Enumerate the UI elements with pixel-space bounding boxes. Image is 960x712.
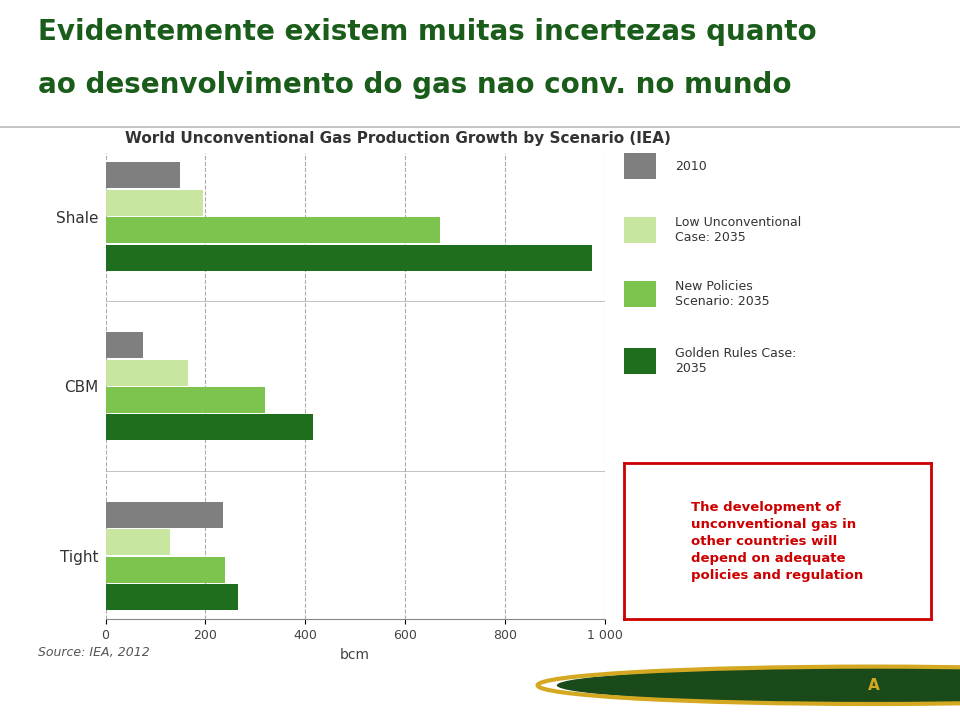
FancyBboxPatch shape — [624, 281, 656, 307]
Bar — [106, 502, 223, 528]
Circle shape — [557, 668, 960, 703]
Text: Low Unconventional
Case: 2035: Low Unconventional Case: 2035 — [675, 216, 801, 244]
Text: 2010: 2010 — [675, 159, 707, 172]
FancyBboxPatch shape — [624, 348, 656, 374]
Bar — [106, 245, 592, 271]
Bar — [106, 584, 238, 610]
Bar — [106, 557, 226, 582]
FancyBboxPatch shape — [624, 217, 656, 243]
Bar — [106, 387, 265, 413]
Text: A: A — [868, 678, 879, 693]
Bar — [106, 190, 203, 216]
FancyBboxPatch shape — [624, 153, 656, 179]
Text: New Policies
Scenario: 2035: New Policies Scenario: 2035 — [675, 281, 769, 308]
Bar — [106, 360, 188, 386]
Bar — [106, 414, 313, 441]
Text: 10: 10 — [24, 676, 49, 694]
Text: World Unconventional Gas Production Growth by Scenario (IEA): World Unconventional Gas Production Grow… — [125, 131, 671, 146]
Text: Source: IEA, 2012: Source: IEA, 2012 — [38, 646, 150, 659]
Text: Golden Rules Case:
2035: Golden Rules Case: 2035 — [675, 347, 796, 375]
Bar — [106, 332, 143, 358]
Text: The development of
unconventional gas in
other countries will
depend on adequate: The development of unconventional gas in… — [691, 501, 864, 582]
Bar — [106, 529, 171, 555]
Text: Evidentemente existem muitas incertezas quanto: Evidentemente existem muitas incertezas … — [38, 18, 817, 46]
Text: ao desenvolvimento do gas nao conv. no mundo: ao desenvolvimento do gas nao conv. no m… — [38, 71, 792, 99]
Bar — [106, 217, 440, 244]
Text: Gas Energy: Gas Energy — [730, 675, 872, 696]
X-axis label: bcm: bcm — [340, 648, 371, 661]
Bar — [106, 162, 180, 189]
